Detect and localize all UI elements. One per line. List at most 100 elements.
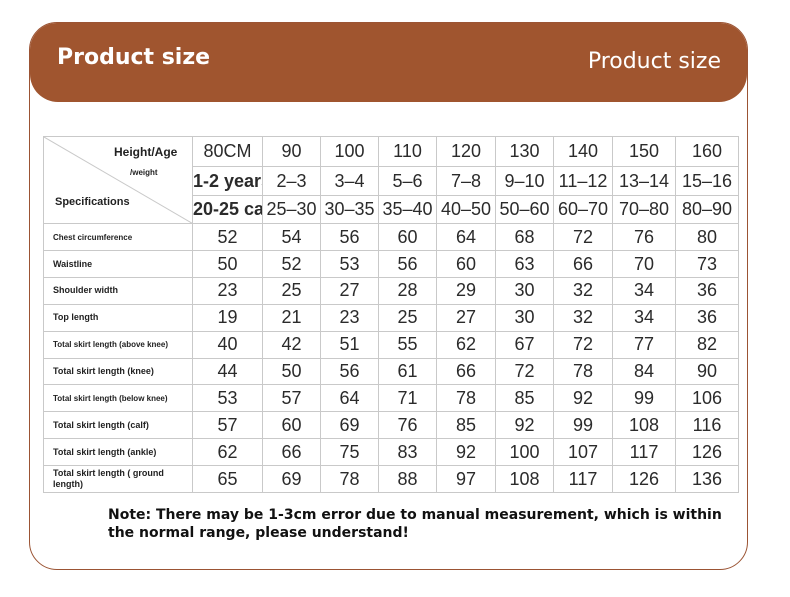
value-cell: 21 <box>262 303 321 332</box>
value-cell: 85 <box>436 411 496 440</box>
height-cell: 90 <box>262 135 321 168</box>
value-cell: 66 <box>436 357 496 386</box>
row-label: Total skirt length (below knee) <box>43 384 193 413</box>
value-cell: 88 <box>378 465 437 493</box>
table-row: Total skirt length (calf) 57 60 69 76 85 92 99 1… <box>43 411 739 440</box>
row-label: Total skirt length (calf) <box>43 411 193 440</box>
diagonal-divider <box>44 137 192 223</box>
value-cell: 126 <box>612 465 676 493</box>
value-cell: 53 <box>320 250 379 278</box>
height-cell: 100 <box>320 135 379 168</box>
value-cell: 73 <box>675 250 739 278</box>
value-cell: 85 <box>495 384 554 413</box>
value-cell: 92 <box>436 438 496 467</box>
value-cell: 32 <box>553 276 613 305</box>
value-cell: 66 <box>262 438 321 467</box>
weight-label: 20-25 catties <box>192 194 263 225</box>
age-cell: 5–6 <box>378 166 437 196</box>
weight-cell: 30–35 <box>320 194 379 225</box>
age-cell: 2–3 <box>262 166 321 196</box>
value-cell: 54 <box>262 223 321 252</box>
value-cell: 32 <box>553 303 613 332</box>
value-cell: 126 <box>675 438 739 467</box>
value-cell: 34 <box>612 303 676 332</box>
value-cell: 57 <box>192 411 263 440</box>
value-cell: 36 <box>675 303 739 332</box>
value-cell: 75 <box>320 438 379 467</box>
value-cell: 69 <box>320 411 379 440</box>
table-row: Total skirt length ( ground length) 65 69 7… <box>43 465 739 493</box>
weight-cell: 50–60 <box>495 194 554 225</box>
value-cell: 29 <box>436 276 496 305</box>
value-cell: 56 <box>320 357 379 386</box>
value-cell: 69 <box>262 465 321 493</box>
value-cell: 36 <box>675 276 739 305</box>
value-cell: 62 <box>436 330 496 359</box>
value-cell: 27 <box>320 276 379 305</box>
value-cell: 44 <box>192 357 263 386</box>
value-cell: 108 <box>495 465 554 493</box>
value-cell: 78 <box>553 357 613 386</box>
value-cell: 34 <box>612 276 676 305</box>
height-cell: 110 <box>378 135 437 168</box>
row-label: Chest circumference <box>43 223 193 252</box>
value-cell: 25 <box>378 303 437 332</box>
value-cell: 67 <box>495 330 554 359</box>
weight-cell: 40–50 <box>436 194 496 225</box>
value-cell: 80 <box>675 223 739 252</box>
value-cell: 106 <box>675 384 739 413</box>
table-row: Total skirt length (knee) 44 50 56 61 66 72 78 8… <box>43 357 739 386</box>
value-cell: 23 <box>192 276 263 305</box>
measurement-note: Note: There may be 1-3cm error due to ma… <box>108 507 722 541</box>
value-cell: 71 <box>378 384 437 413</box>
row-label: Total skirt length (ankle) <box>43 438 193 467</box>
value-cell: 97 <box>436 465 496 493</box>
value-cell: 99 <box>612 384 676 413</box>
value-cell: 30 <box>495 276 554 305</box>
value-cell: 65 <box>192 465 263 493</box>
value-cell: 92 <box>553 384 613 413</box>
value-cell: 70 <box>612 250 676 278</box>
age-cell: 9–10 <box>495 166 554 196</box>
age-cell: 3–4 <box>320 166 379 196</box>
value-cell: 40 <box>192 330 263 359</box>
value-cell: 90 <box>675 357 739 386</box>
value-cell: 57 <box>262 384 321 413</box>
value-cell: 60 <box>262 411 321 440</box>
table-row: Waistline 50 52 53 56 60 63 66 70 73 <box>43 250 739 278</box>
banner-title-left: Product size <box>57 45 211 70</box>
value-cell: 68 <box>495 223 554 252</box>
value-cell: 66 <box>553 250 613 278</box>
value-cell: 100 <box>495 438 554 467</box>
value-cell: 60 <box>378 223 437 252</box>
table-row: Total skirt length (below knee) 53 57 64 71 7… <box>43 384 739 413</box>
value-cell: 30 <box>495 303 554 332</box>
weight-cell: 35–40 <box>378 194 437 225</box>
value-cell: 52 <box>192 223 263 252</box>
value-cell: 72 <box>495 357 554 386</box>
row-label: Total skirt length ( ground length) <box>43 465 193 493</box>
table-row: Total skirt length (ankle) 62 66 75 83 92 100 1… <box>43 438 739 467</box>
size-table: Height/Age /weight Specifications 80CM 9… <box>43 135 739 493</box>
weight-cell: 70–80 <box>612 194 676 225</box>
height-cell: 150 <box>612 135 676 168</box>
row-label: Waistline <box>43 250 193 278</box>
value-cell: 76 <box>612 223 676 252</box>
value-cell: 78 <box>320 465 379 493</box>
height-cell: 80CM <box>192 135 263 168</box>
value-cell: 23 <box>320 303 379 332</box>
value-cell: 50 <box>192 250 263 278</box>
value-cell: 25 <box>262 276 321 305</box>
weight-cell: 60–70 <box>553 194 613 225</box>
value-cell: 28 <box>378 276 437 305</box>
corner-specifications: Specifications <box>55 196 130 208</box>
value-cell: 53 <box>192 384 263 413</box>
corner-height-age: Height/Age <box>114 145 178 159</box>
value-cell: 117 <box>612 438 676 467</box>
weight-cell: 80–90 <box>675 194 739 225</box>
row-label: Top length <box>43 303 193 332</box>
value-cell: 61 <box>378 357 437 386</box>
header-banner: Product size Product size <box>30 23 747 102</box>
row-label: Shoulder width <box>43 276 193 305</box>
age-cell: 15–16 <box>675 166 739 196</box>
